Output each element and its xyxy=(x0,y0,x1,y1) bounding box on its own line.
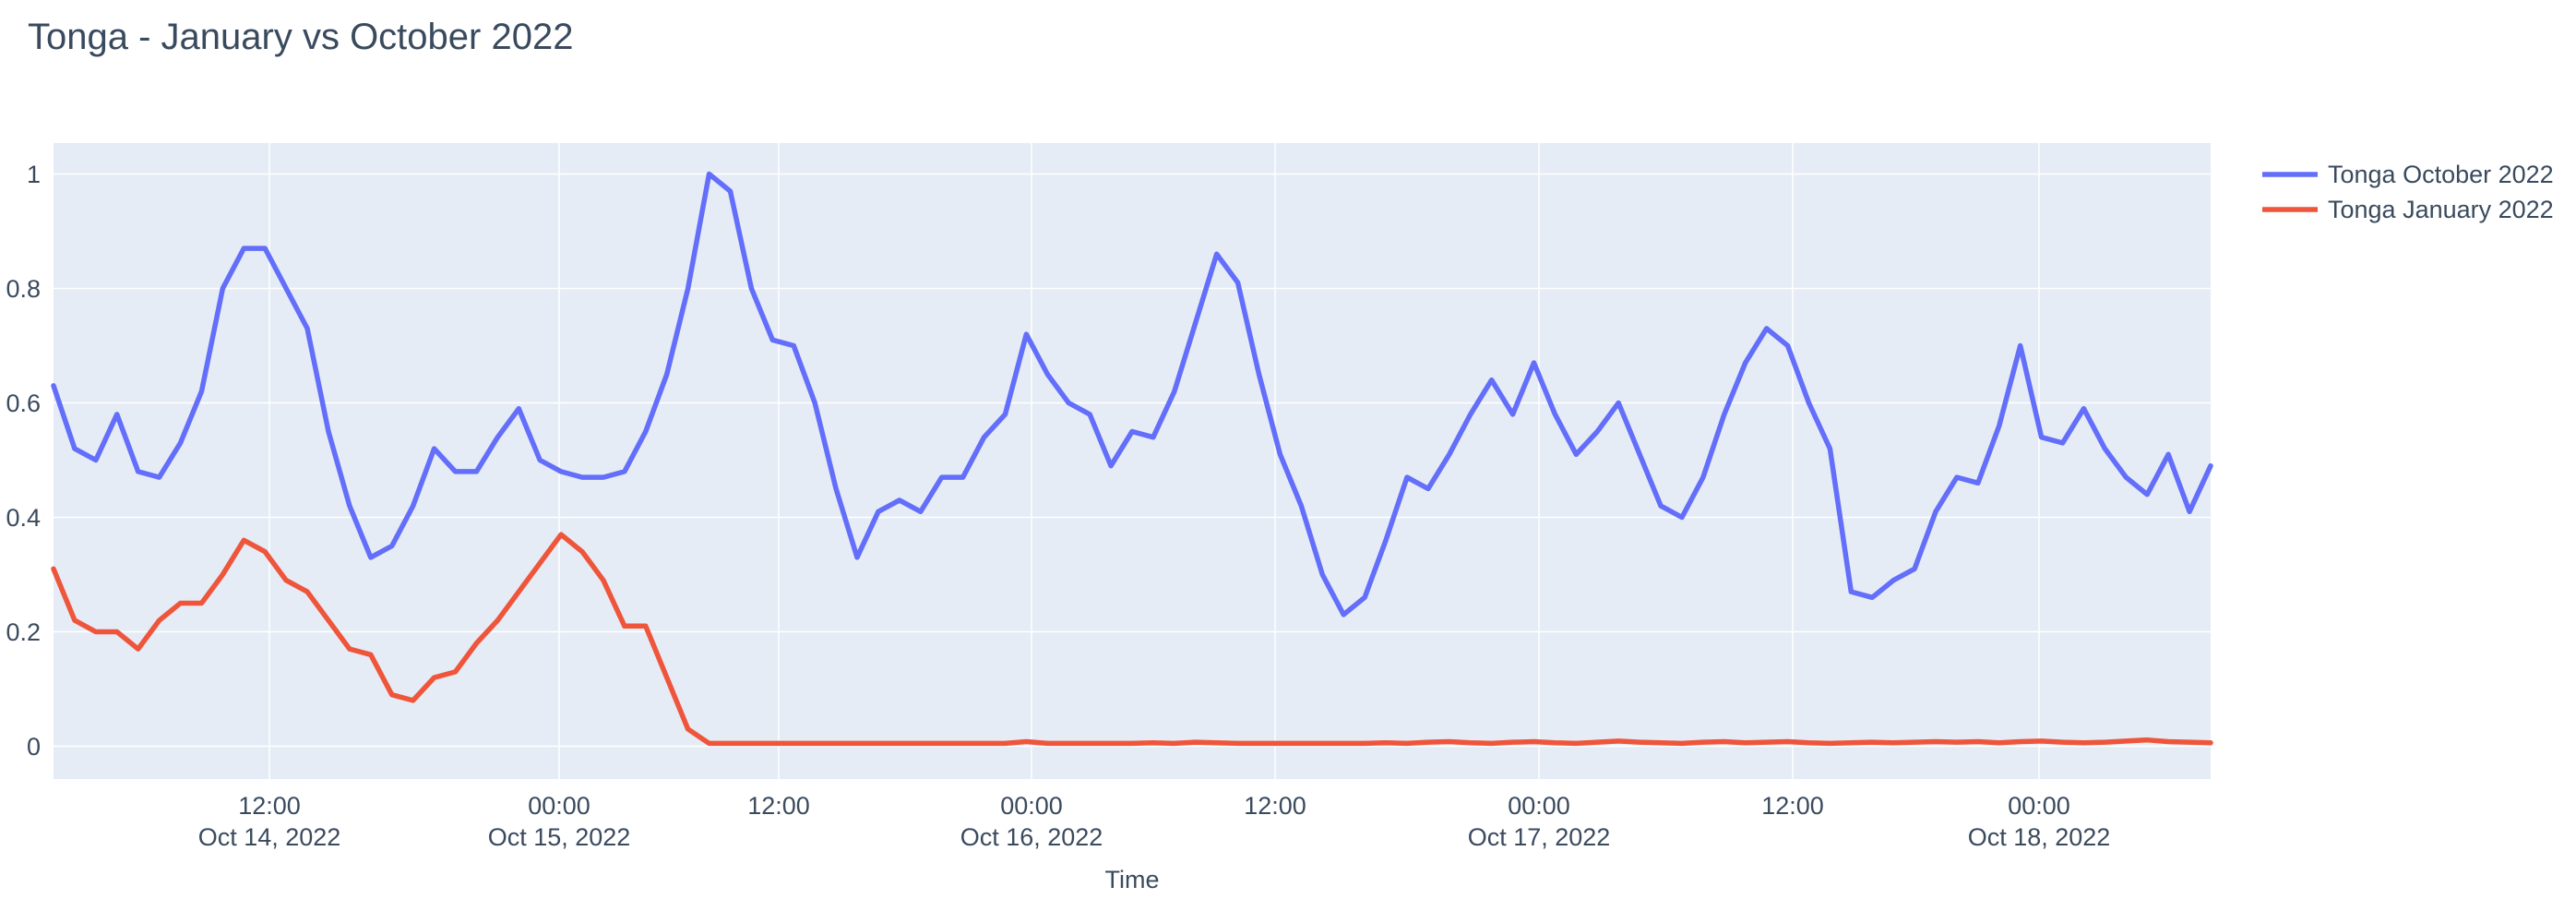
svg-text:0.8: 0.8 xyxy=(6,275,41,303)
svg-text:Time: Time xyxy=(1105,866,1160,893)
svg-text:0.2: 0.2 xyxy=(6,618,41,646)
svg-text:0.4: 0.4 xyxy=(6,504,41,532)
svg-text:12:00: 12:00 xyxy=(1244,792,1306,820)
svg-text:Oct 18, 2022: Oct 18, 2022 xyxy=(1968,823,2111,851)
svg-text:Oct 16, 2022: Oct 16, 2022 xyxy=(960,823,1103,851)
svg-text:1: 1 xyxy=(27,161,41,188)
svg-text:00:00: 00:00 xyxy=(1508,792,1570,820)
svg-text:00:00: 00:00 xyxy=(1000,792,1063,820)
svg-text:0.6: 0.6 xyxy=(6,390,41,417)
svg-text:Oct 15, 2022: Oct 15, 2022 xyxy=(488,823,631,851)
svg-text:12:00: 12:00 xyxy=(747,792,810,820)
svg-text:0: 0 xyxy=(27,733,41,761)
svg-text:00:00: 00:00 xyxy=(2008,792,2070,820)
svg-text:00:00: 00:00 xyxy=(528,792,590,820)
svg-text:12:00: 12:00 xyxy=(1761,792,1824,820)
svg-text:12:00: 12:00 xyxy=(238,792,301,820)
svg-text:Tonga October 2022: Tonga October 2022 xyxy=(2328,161,2554,188)
svg-text:Oct 14, 2022: Oct 14, 2022 xyxy=(198,823,341,851)
svg-text:Oct 17, 2022: Oct 17, 2022 xyxy=(1468,823,1611,851)
svg-text:Tonga January 2022: Tonga January 2022 xyxy=(2328,196,2554,223)
